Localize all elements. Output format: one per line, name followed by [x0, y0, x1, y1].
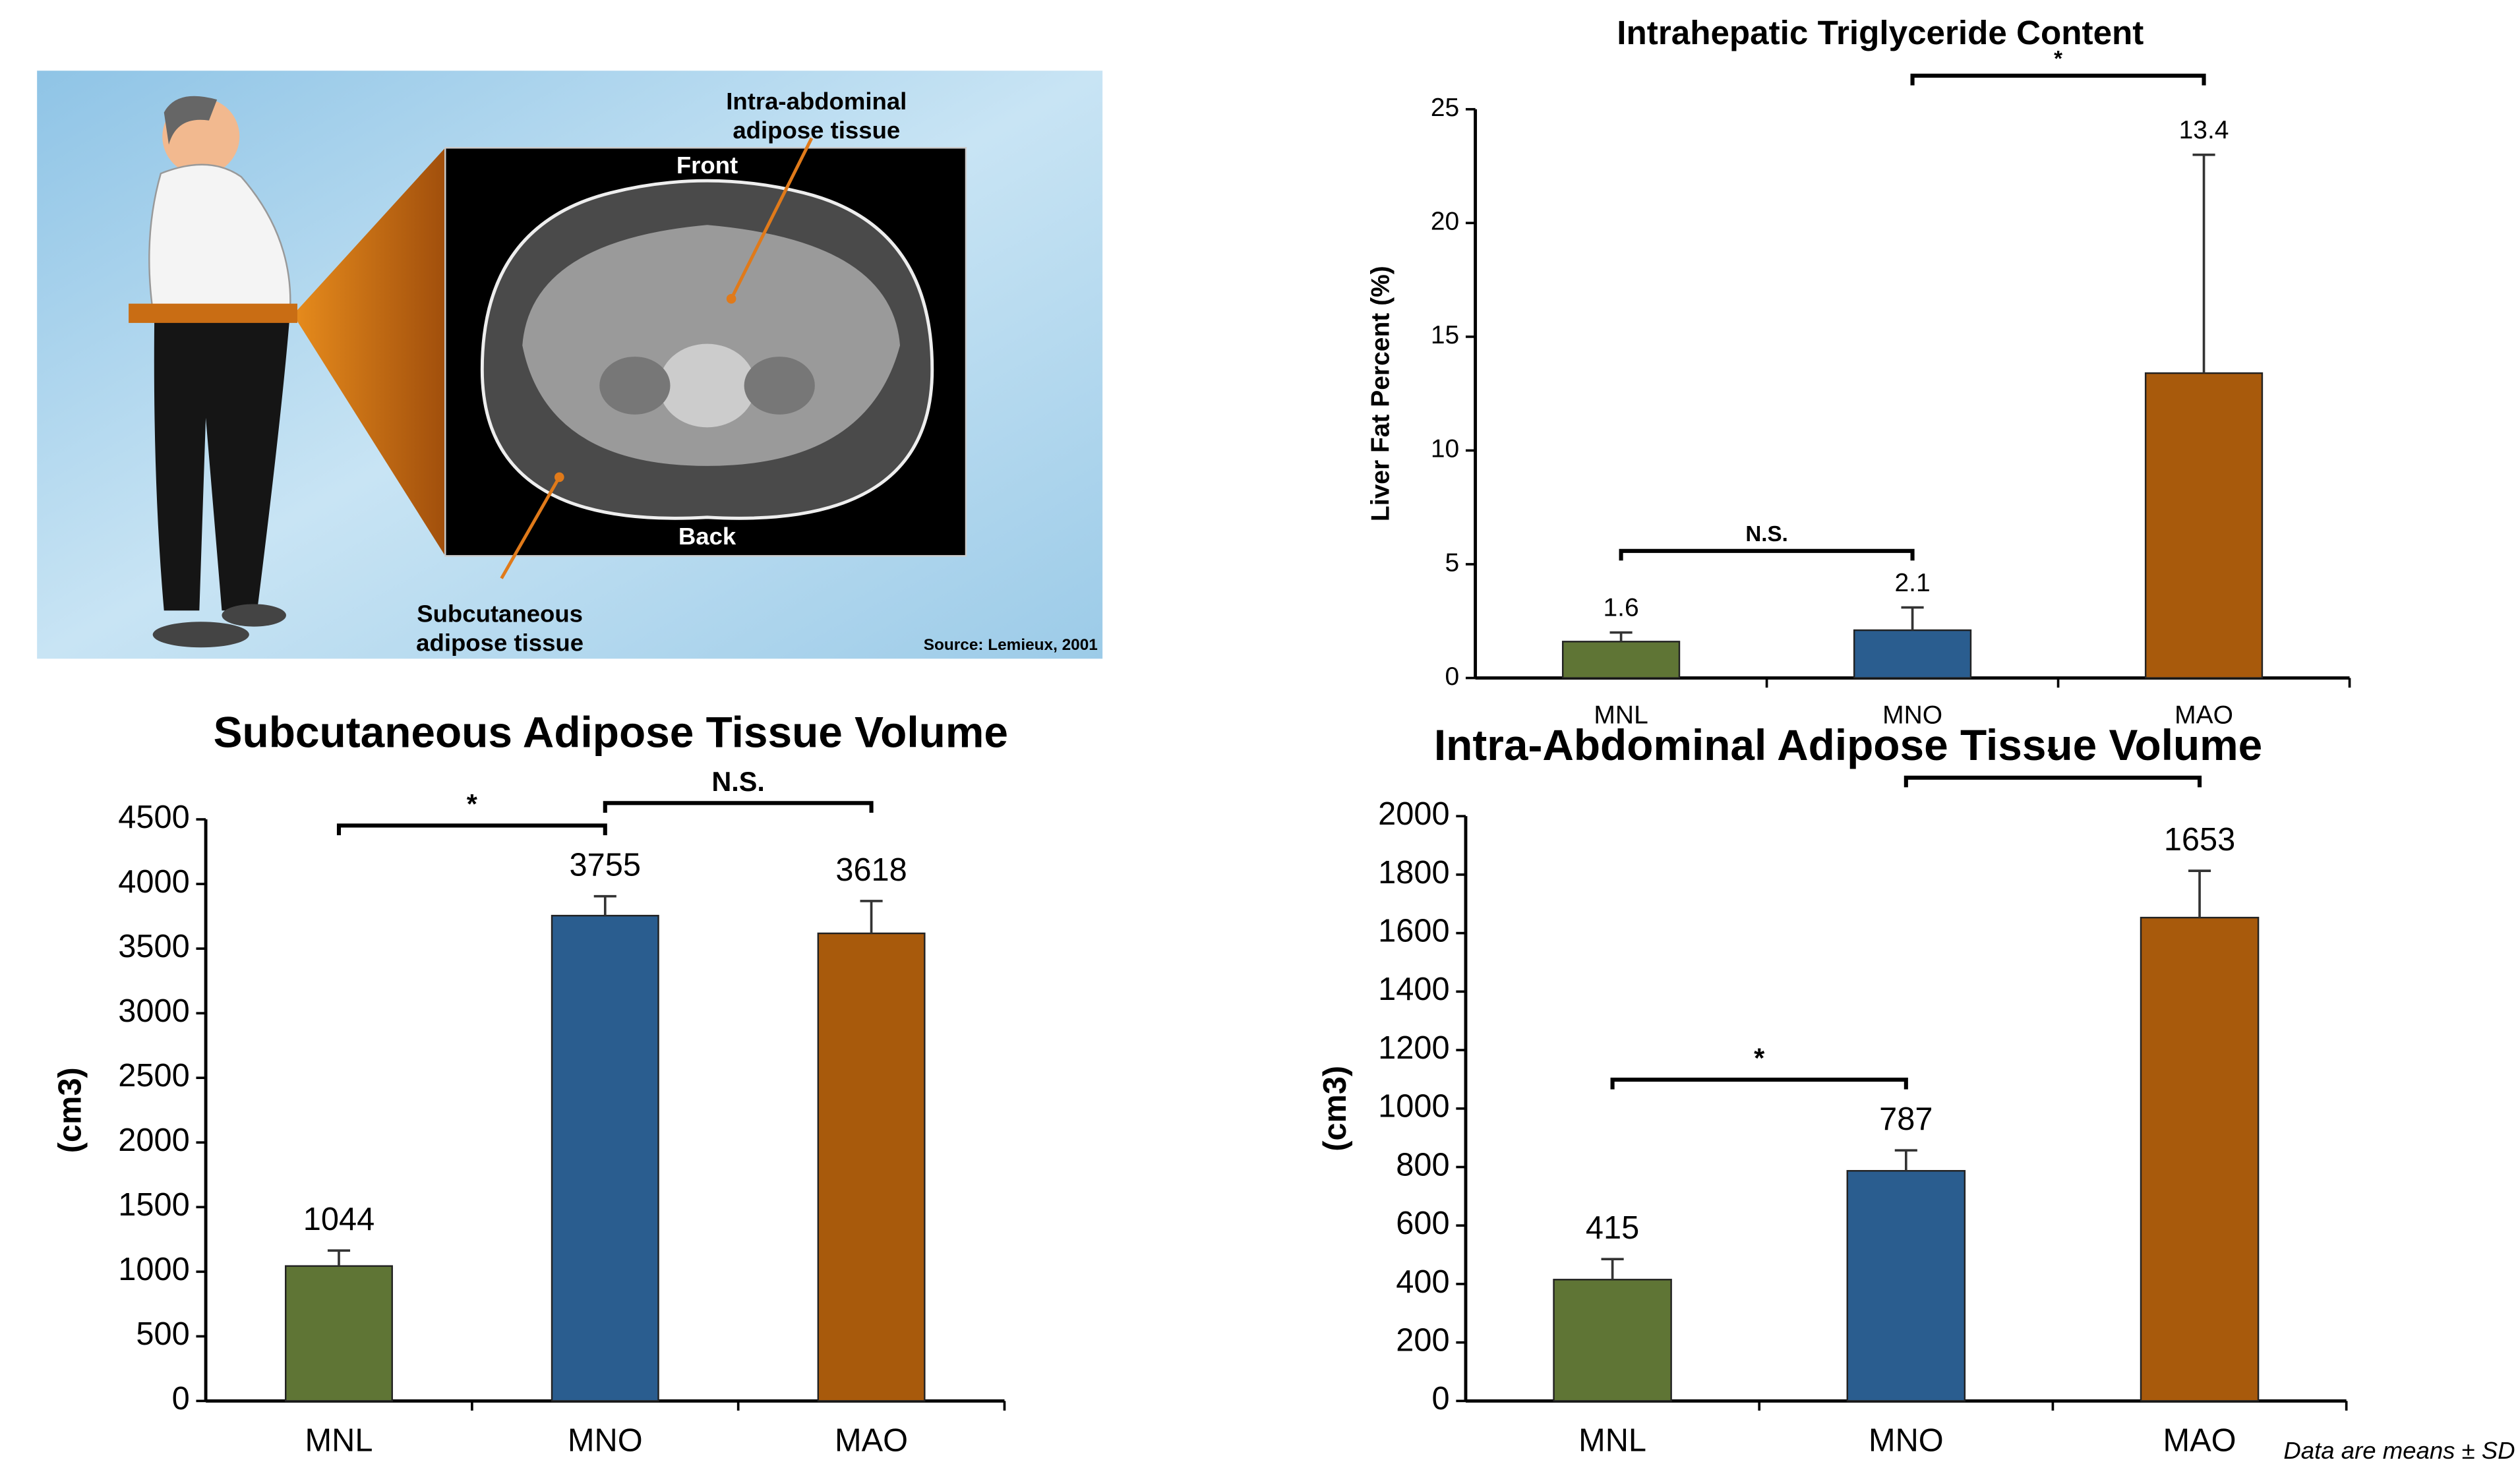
y-tick-label: 2000: [118, 1123, 189, 1158]
significance-bracket: [1913, 76, 2204, 86]
y-tick-label: 2000: [1378, 796, 1449, 832]
x-tick-label: MNO: [568, 1423, 643, 1459]
y-tick-label: 1000: [1378, 1089, 1449, 1125]
y-tick-label: 3000: [118, 993, 189, 1029]
value-label: 1.6: [1603, 594, 1638, 622]
slice-band: [129, 304, 297, 323]
y-tick-label: 1600: [1378, 913, 1449, 949]
x-tick-label: MNL: [1578, 1423, 1646, 1459]
y-tick-label: 1500: [118, 1187, 189, 1223]
value-label: 13.4: [2179, 116, 2229, 144]
x-tick-label: MAO: [835, 1423, 908, 1459]
muscle: [744, 357, 815, 415]
y-tick-label: 5: [1445, 548, 1460, 577]
y-axis-label: (cm3): [1317, 1066, 1353, 1152]
y-tick-label: 0: [1431, 1381, 1449, 1417]
significance-label: N.S.: [711, 766, 765, 797]
significance-bracket: [1906, 778, 2200, 788]
bar: [1563, 641, 1679, 678]
x-tick-label: MNL: [305, 1423, 373, 1459]
vertebra: [659, 344, 755, 428]
value-label: 2.1: [1894, 569, 1930, 597]
bar: [2141, 918, 2258, 1401]
y-tick-label: 25: [1431, 94, 1459, 122]
shoe: [222, 604, 285, 626]
y-tick-label: 15: [1431, 321, 1459, 349]
y-tick-label: 500: [136, 1316, 189, 1352]
y-tick-label: 20: [1431, 208, 1459, 236]
muscle: [599, 357, 670, 415]
y-tick-label: 0: [172, 1381, 190, 1417]
y-tick-label: 1000: [118, 1252, 189, 1287]
back-label: Back: [678, 523, 736, 550]
y-tick-label: 2500: [118, 1058, 189, 1094]
bar: [552, 916, 659, 1401]
y-tick-label: 4000: [118, 864, 189, 900]
value-label: 3618: [835, 852, 907, 888]
value-label: 787: [1879, 1101, 1933, 1137]
y-tick-label: 800: [1396, 1147, 1449, 1183]
y-tick-label: 1200: [1378, 1030, 1449, 1066]
y-tick-label: 0: [1445, 662, 1460, 691]
value-label: 1653: [2164, 822, 2235, 858]
value-label: 3755: [570, 848, 641, 883]
significance-bracket: [1613, 1080, 1906, 1090]
bar: [1854, 630, 1971, 678]
y-tick-label: 200: [1396, 1323, 1449, 1359]
significance-label: *: [2047, 740, 2058, 771]
y-tick-label: 600: [1396, 1206, 1449, 1241]
figure: Intra-abdominaladipose tissue Front Back…: [0, 0, 2520, 1462]
source: Source: Lemieux, 2001: [924, 636, 1098, 654]
pointer-dot: [727, 294, 736, 304]
page: Intra-abdominaladipose tissue Front Back…: [0, 0, 2520, 1462]
y-tick-label: 400: [1396, 1264, 1449, 1300]
value-label: 415: [1586, 1210, 1639, 1246]
y-tick-label: 4500: [118, 800, 189, 835]
significance-label: *: [467, 788, 478, 819]
significance-label: *: [1754, 1043, 1765, 1074]
bar: [1847, 1171, 1965, 1401]
y-tick-label: 1800: [1378, 855, 1449, 891]
y-axis-label: (cm3): [53, 1067, 88, 1153]
footnote: Data are means ± SD: [2283, 1437, 2515, 1462]
chart-title: Intrahepatic Triglyceride Content: [1617, 14, 2144, 51]
bar: [818, 933, 925, 1401]
front-label: Front: [676, 152, 738, 179]
bar: [1554, 1279, 1671, 1401]
bar: [2145, 373, 2262, 678]
y-tick-label: 3500: [118, 929, 189, 964]
chart-title: Subcutaneous Adipose Tissue Volume: [214, 708, 1008, 757]
x-tick-label: MNO: [1869, 1423, 1944, 1459]
pointer-dot: [555, 473, 564, 482]
bar: [285, 1266, 392, 1401]
y-tick-label: 10: [1431, 435, 1459, 463]
chart-title: Intra-Abdominal Adipose Tissue Volume: [1434, 720, 2262, 769]
significance-bracket: [605, 803, 872, 813]
significance-label: *: [2054, 47, 2062, 71]
significance-bracket: [1621, 551, 1913, 561]
significance-bracket: [339, 825, 605, 835]
value-label: 1044: [303, 1202, 375, 1237]
x-tick-label: MAO: [2163, 1423, 2236, 1459]
y-tick-label: 1400: [1378, 972, 1449, 1007]
shoe: [153, 622, 249, 647]
y-axis-label: Liver Fat Percent (%): [1367, 266, 1395, 521]
significance-label: N.S.: [1745, 522, 1787, 546]
